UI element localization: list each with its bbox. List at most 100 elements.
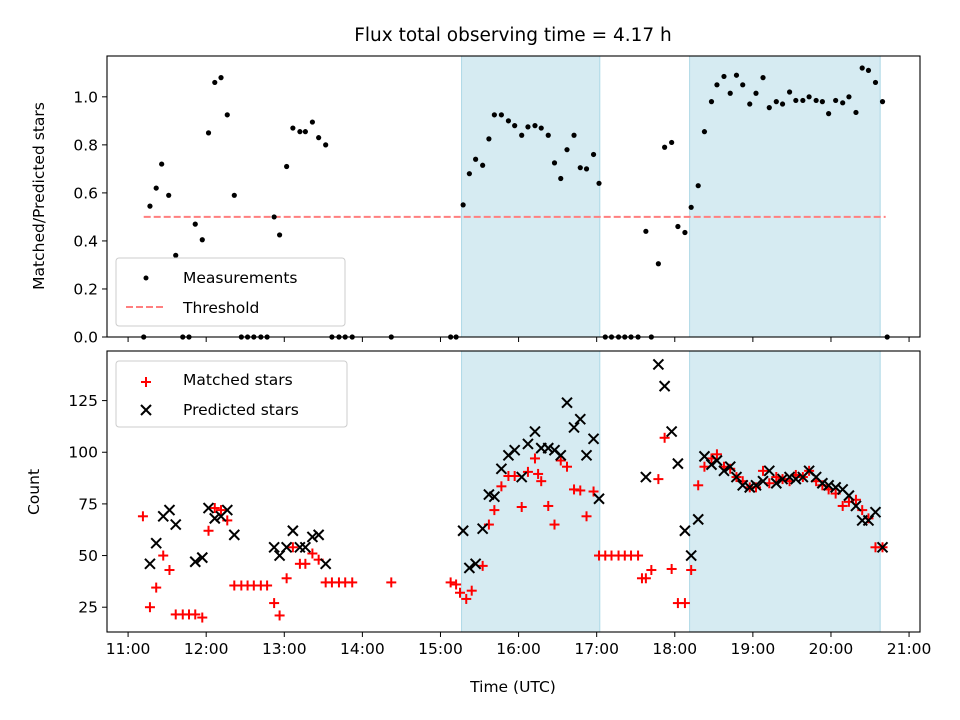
measurement-point [708,99,715,105]
matched-star-point [588,486,599,497]
predicted-star-point [640,471,652,483]
measurement-point [879,99,886,105]
matched-star-point [569,484,580,495]
measurement-point [669,139,675,146]
matched-star-point [455,587,466,598]
x-axis-label: Time (UTC) [469,678,556,696]
measurement-point [558,175,564,182]
shaded-intervals [461,55,881,338]
measurement-point [721,73,727,80]
matched-star-point [509,471,520,482]
x-tick-label: 14:00 [340,640,385,658]
measurement-point [688,204,694,210]
legend-box [115,360,348,428]
predicted-star-point [457,525,469,537]
measurement-point [551,160,558,166]
legend-label-measurements: Measurements [183,269,298,287]
measurement-point [682,229,688,236]
matched-star-point [287,542,298,553]
measurement-point [675,223,681,230]
matched-star-point [445,577,456,588]
measurement-point [512,123,518,129]
predicted-star-point [221,504,233,516]
ratio-plot: 0.0 0.2 0.4 0.6 0.8 1.0 Matched/Predicted sta… [30,55,921,347]
predicted-star-point [299,541,312,553]
y-tick-label: 0.2 [73,280,98,298]
predicted-star-point [228,529,241,541]
legend-label-predicted: Predicted stars [183,401,299,419]
matched-star-point [711,449,722,460]
matched-star-point [158,550,169,561]
predicted-star-point [652,358,665,371]
matched-star-point [190,609,201,620]
measurement-point [212,79,218,86]
x-ticks: 11:00 12:00 13:00 14:00 15:00 16:00 17:00 18:00… [106,632,931,658]
measurement-point [153,185,159,191]
matched-star-point [561,461,572,472]
predicted-star-point [658,380,671,392]
matched-star-point [646,565,657,576]
measurement-point [466,171,472,177]
predicted-star-point [209,512,221,525]
predicted-star-point [280,541,293,553]
measurement-point [316,135,322,141]
matched-star-point [300,558,311,569]
measurement-point [302,129,308,135]
predicted-star-point [170,518,182,531]
predicted-star-point [770,477,783,489]
predicted-star-point [508,444,521,456]
measurement-point [199,237,205,243]
predicted-star-point [495,463,508,475]
measurement-point [498,112,504,118]
shaded-interval-1 [689,350,881,633]
measurement-point [662,144,668,150]
predicted-star-point [150,537,162,549]
x-tick-label: 13:00 [262,640,307,658]
matched-star-point [269,598,280,609]
measurement-point [786,89,793,95]
measurement-point [276,232,283,238]
y-tick-label: 100 [68,444,98,462]
shaded-intervals [461,350,881,633]
measurement-point [655,261,661,267]
x-tick-label: 16:00 [496,640,541,658]
matched-star-point [536,476,547,487]
predicted-star-point [744,481,756,494]
matched-star-point [522,466,533,477]
measurement-point [840,100,846,106]
axes-frame [106,350,921,633]
y-tick-label: 125 [68,392,98,410]
measurement-point [819,99,825,105]
measurement-point [596,180,602,186]
measurement-point [224,112,230,118]
matched-star-point [686,565,697,576]
y-axis-label: Count [25,469,43,515]
matched-star-point [549,519,560,530]
predicted-star-point [568,421,580,434]
measurement-point [773,99,779,105]
predicted-star-point [679,525,691,537]
shaded-interval-0 [461,55,601,338]
measurement-point [486,136,492,142]
predicted-star-point [730,471,743,483]
shaded-interval-1 [689,55,881,338]
matched-star-point [281,573,292,584]
measurement-point [583,166,590,172]
measurement-point [727,90,733,96]
shaded-interval-0 [461,350,601,633]
measurement-point [753,90,759,96]
predicted-star-point [580,449,593,462]
predicted-star-point [829,481,842,494]
matched-star-point [137,511,148,522]
y-tick-label: 25 [78,599,98,617]
y-tick-label: 50 [78,547,98,565]
measurement-point [571,132,577,138]
predicted-star-point [202,502,215,514]
predicted-star-point [763,465,775,477]
predicted-star-point [711,454,723,467]
predicted-star-point [757,475,769,487]
matched-star-point [151,582,162,593]
predicted-star-point [737,479,749,492]
predicted-star-point [876,541,889,553]
legend-plus-marker-icon [141,377,151,387]
